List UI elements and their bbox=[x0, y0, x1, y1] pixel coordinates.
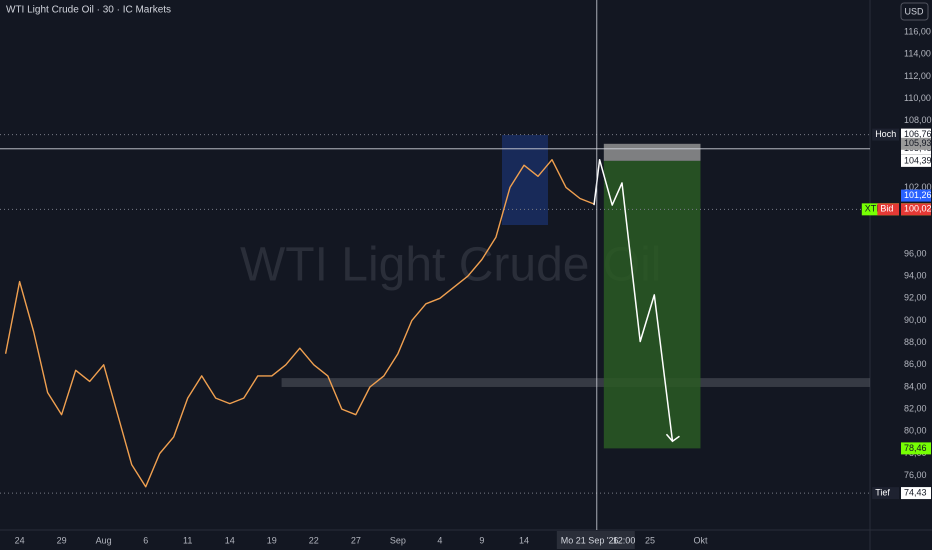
price-marker-label: 100,02 bbox=[904, 204, 932, 214]
x-tick-label: 14 bbox=[225, 535, 235, 545]
price-marker-label: 78,46 bbox=[904, 443, 927, 453]
price-marker bbox=[901, 128, 931, 141]
volume-profile bbox=[502, 135, 548, 225]
x-tick-label: 22 bbox=[309, 535, 319, 545]
price-marker bbox=[901, 442, 931, 455]
y-tick-label: 112,00 bbox=[904, 71, 931, 81]
price-marker bbox=[901, 487, 931, 500]
chart-title: WTI Light Crude Oil · 30 · IC Markets bbox=[6, 5, 171, 16]
y-tick-label: 108,00 bbox=[904, 115, 932, 125]
support-zone bbox=[281, 378, 870, 387]
y-tick-label: 88,00 bbox=[904, 337, 927, 347]
y-tick-label: 90,00 bbox=[904, 315, 927, 325]
price-marker-name: Hoch bbox=[875, 129, 896, 139]
price-marker-label: 74,43 bbox=[904, 487, 927, 497]
y-tick-label: 94,00 bbox=[904, 270, 927, 280]
price-marker-name-box bbox=[877, 203, 899, 216]
price-marker-name: Tief bbox=[875, 487, 890, 497]
x-tick-label: Sep bbox=[390, 535, 406, 545]
y-tick-label: 86,00 bbox=[904, 359, 927, 369]
x-tick-label: 24 bbox=[15, 535, 25, 545]
stop-zone bbox=[603, 143, 701, 161]
y-tick-label: 114,00 bbox=[904, 49, 931, 59]
price-marker-label: 106,76 bbox=[904, 129, 932, 139]
y-tick-label: 116,00 bbox=[904, 27, 931, 37]
crosshair-x-box bbox=[556, 531, 635, 549]
price-marker-name: Bid bbox=[880, 204, 893, 214]
price-marker bbox=[901, 154, 931, 167]
price-marker-label: 105,93 bbox=[904, 138, 932, 148]
x-tick-label: 11 bbox=[183, 535, 192, 545]
y-tick-label: 84,00 bbox=[904, 381, 927, 391]
x-tick-label: 6 bbox=[143, 535, 148, 545]
x-tick-label: 9 bbox=[479, 535, 484, 545]
projection-arrow bbox=[593, 158, 674, 442]
arrow-head bbox=[665, 433, 680, 443]
currency-button[interactable] bbox=[900, 2, 929, 21]
x-tick-label: Aug bbox=[96, 535, 112, 545]
x-tick-label: 27 bbox=[351, 535, 361, 545]
price-marker-label: 101,26 bbox=[904, 190, 932, 200]
crosshair-time: 12:00 bbox=[613, 535, 636, 545]
x-tick-label: 19 bbox=[267, 535, 277, 545]
price-marker-name-box bbox=[872, 128, 899, 141]
x-tick-label: 25 bbox=[645, 535, 655, 545]
price-marker bbox=[901, 203, 931, 216]
price-marker bbox=[901, 137, 931, 150]
x-tick-label: Okt bbox=[693, 535, 708, 545]
price-marker bbox=[901, 189, 931, 202]
x-tick-label: 4 bbox=[437, 535, 442, 545]
y-tick-label: 80,00 bbox=[904, 426, 927, 436]
crosshair-date: Mo 21 Sep '26 bbox=[561, 535, 619, 545]
y-tick-label: 92,00 bbox=[904, 293, 927, 303]
y-tick-label: 102,00 bbox=[904, 182, 932, 192]
watermark: WTI Light Crude Oil bbox=[240, 239, 661, 292]
price-marker-name-box bbox=[872, 487, 899, 500]
y-tick-label: 110,00 bbox=[904, 93, 931, 103]
x-tick-label: 29 bbox=[57, 535, 67, 545]
profit-zone bbox=[603, 160, 701, 449]
currency-label[interactable]: USD bbox=[904, 6, 924, 16]
price-line-series bbox=[4, 159, 595, 488]
y-tick-label: 76,00 bbox=[904, 470, 927, 480]
y-tick-label: 96,00 bbox=[904, 248, 927, 258]
x-tick-label: 14 bbox=[519, 535, 529, 545]
price-marker-label: 104,39 bbox=[904, 155, 932, 165]
y-tick-label: 82,00 bbox=[904, 404, 927, 414]
